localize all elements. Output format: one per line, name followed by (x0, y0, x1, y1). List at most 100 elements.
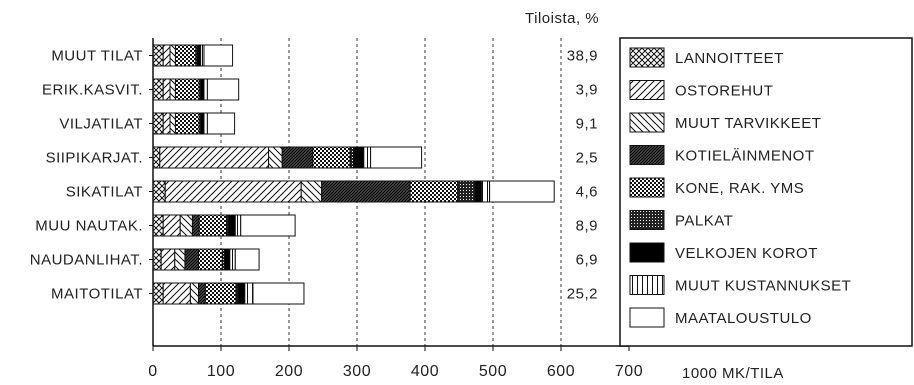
bars-layer (152, 44, 555, 305)
legend-swatch (629, 275, 665, 295)
bar-segment (191, 214, 200, 237)
legend-label: MAATALOUSTULO (675, 310, 812, 327)
bar-segment (312, 146, 351, 169)
legend-label: KOTIELÄINMENOT (675, 148, 815, 165)
category-label: NAUDANLIHAT. (30, 252, 143, 269)
bar-segment (200, 112, 205, 135)
legend-swatch (629, 47, 665, 68)
legend-label: KONE, RAK. YMS (675, 180, 804, 197)
bar-segment (160, 248, 176, 271)
x-tick-label: 100 (207, 363, 235, 380)
category-label: SIKATILAT (66, 184, 143, 201)
bar-segment (200, 44, 205, 67)
share-value: 25,2 (567, 286, 598, 303)
share-value: 2,5 (576, 150, 598, 167)
bar-segment (474, 180, 482, 203)
legend-label: PALKAT (675, 213, 733, 230)
bar-segment (206, 112, 236, 135)
bar-segment (152, 180, 166, 203)
share-header: Tiloista, % (525, 10, 599, 27)
legend-swatch (629, 210, 665, 230)
bar-segment (152, 44, 164, 67)
bar-segment (234, 248, 260, 271)
bar-segment (240, 214, 296, 237)
share-value: 3,9 (576, 82, 598, 99)
legend-swatch (629, 112, 665, 133)
bar-segment (174, 112, 200, 135)
bar-segment (164, 180, 302, 203)
bar-segment (198, 282, 206, 305)
bar-segment (152, 282, 164, 305)
legend-label: MUUT TARVIKKEET (675, 115, 821, 132)
bar-segment (169, 78, 176, 101)
bar-segment (204, 282, 237, 305)
bar-segment (229, 248, 236, 271)
bar-segment (200, 78, 205, 101)
bar-segment (203, 112, 208, 135)
bar-segment (223, 248, 231, 271)
bar-segment (174, 248, 186, 271)
x-tick-label: 400 (411, 363, 439, 380)
legend-label: OSTOREHUT (675, 83, 773, 100)
bar-segment (409, 180, 459, 203)
bar-segment (152, 78, 164, 101)
bar-segment (162, 78, 171, 101)
bar-segment (363, 146, 372, 169)
bar-segment (189, 282, 200, 305)
x-tick-label: 700 (615, 363, 643, 380)
bar-segment (370, 146, 423, 169)
category-label: SIIPIKARJAT. (46, 150, 143, 167)
x-axis-label: 1000 MK/TILA (682, 365, 784, 382)
bar-segment (227, 214, 236, 237)
legend-swatch (629, 242, 665, 263)
x-tick-label: 600 (547, 363, 575, 380)
share-value: 4,6 (576, 184, 598, 201)
bar-segment (152, 146, 161, 169)
bar-segment (206, 78, 240, 101)
category-label: VILJATILAT (59, 116, 143, 133)
category-label: MUUT TILAT (51, 48, 143, 65)
bar-segment (174, 44, 197, 67)
bar-segment (252, 282, 305, 305)
share-value: 6,9 (576, 252, 598, 269)
category-label: MAITOTILAT (51, 286, 143, 303)
bar-segment (300, 180, 323, 203)
x-tick-label: 500 (479, 363, 507, 380)
bar-segment (281, 146, 314, 169)
share-value: 8,9 (576, 218, 598, 235)
bar-segment (480, 180, 491, 203)
bar-segment (237, 282, 246, 305)
bar-segment (457, 180, 476, 203)
bar-segment (162, 282, 191, 305)
bar-segment (169, 112, 176, 135)
legend-swatch (629, 177, 665, 198)
axis-layer (149, 38, 630, 351)
bar-segment (162, 112, 171, 135)
x-tick-label: 300 (343, 363, 371, 380)
bar-segment (162, 214, 181, 237)
legend-label: MUUT KUSTANNUKSET (675, 278, 851, 295)
labels-layer: 0 100 200 300 400 500 600 700 MUUT TILAT 38,9 ERIK… (30, 48, 643, 381)
x-tick-label: 0 (148, 363, 157, 380)
bar-segment (174, 78, 200, 101)
bar-segment (268, 146, 283, 169)
bar-segment (489, 180, 555, 203)
bar-segment (198, 214, 227, 237)
bar-segment (349, 146, 355, 169)
legend-swatch (629, 145, 665, 165)
bar-segment (244, 282, 254, 305)
legend-box (619, 37, 913, 347)
legend-swatch (629, 80, 665, 100)
bar-segment (234, 214, 242, 237)
legend-label: VELKOJEN KOROT (675, 245, 818, 262)
bar-segment (159, 146, 270, 169)
bar-segment (179, 214, 193, 237)
bar-segment (152, 248, 162, 271)
legend: LANNOITTEET OSTOREHUT MUUT TARVIKKEET KOTIE… (619, 37, 913, 347)
bar-segment (196, 44, 202, 67)
bar-segment (321, 180, 411, 203)
share-value: 38,9 (567, 48, 598, 65)
category-label: MUU NAUTAK. (35, 218, 143, 235)
legend-swatch (629, 307, 665, 328)
